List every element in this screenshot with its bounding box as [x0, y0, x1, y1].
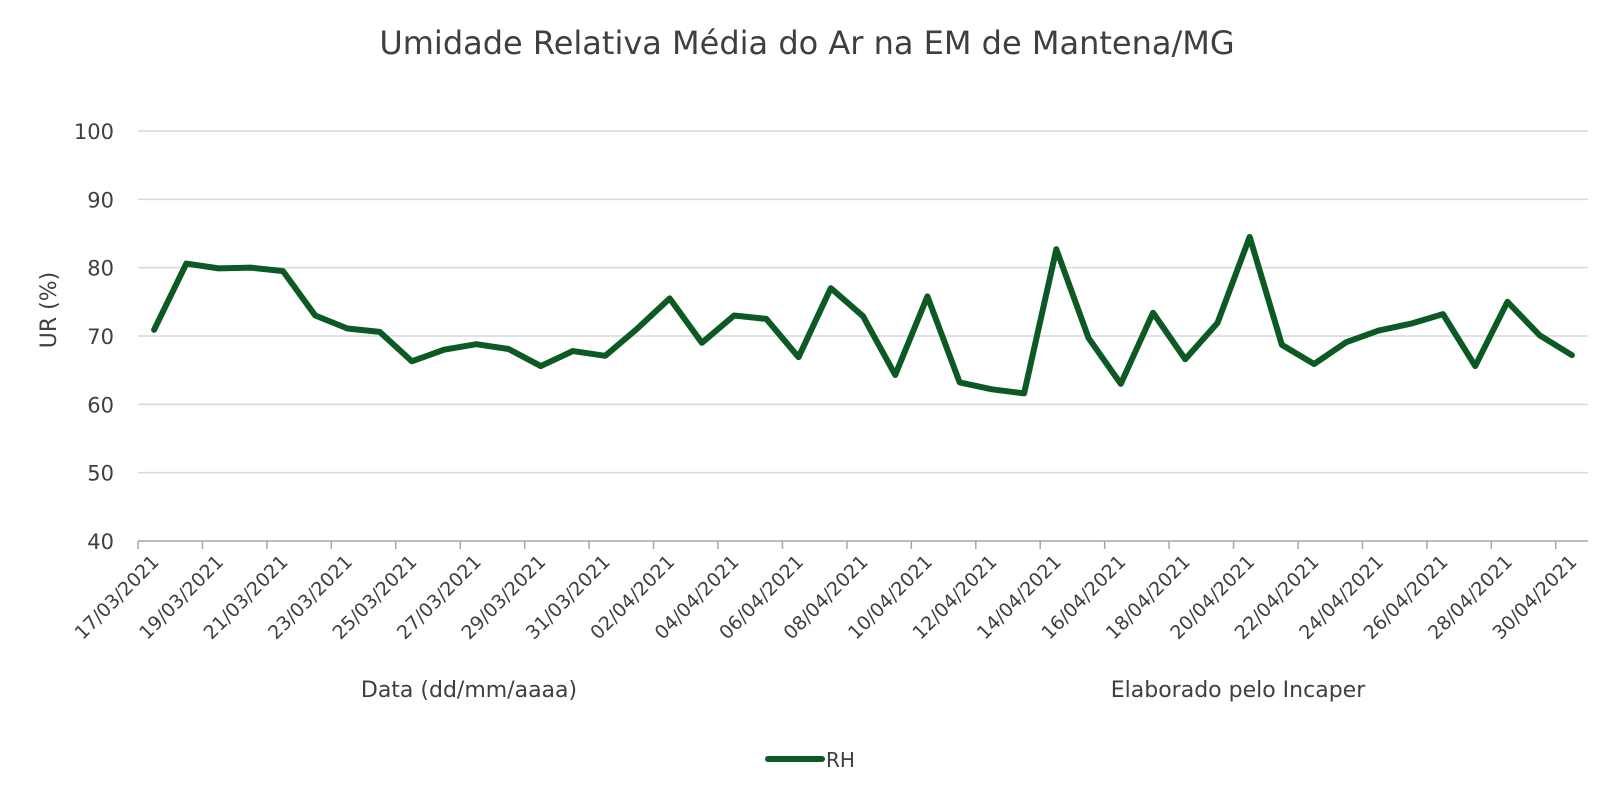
data-point — [1086, 335, 1092, 341]
legend: RH — [765, 748, 855, 772]
data-point — [1182, 356, 1188, 362]
data-point — [1279, 342, 1285, 348]
data-point — [602, 353, 608, 359]
x-axis-title: Data (dd/mm/aaaa) — [361, 678, 577, 703]
data-point — [1472, 363, 1478, 369]
y-axis: 40 50 60 70 80 90 100 — [74, 120, 114, 554]
series-layer — [151, 233, 1575, 397]
data-point — [441, 347, 447, 353]
y-tick-label: 90 — [87, 188, 114, 212]
y-tick-label: 70 — [87, 325, 114, 349]
chart-title: Umidade Relativa Média do Ar na EM de Ma… — [379, 24, 1234, 62]
data-point — [538, 363, 544, 369]
data-point — [1376, 328, 1382, 334]
x-axis: 17/03/202119/03/202121/03/202123/03/2021… — [71, 540, 1588, 644]
y-tick-label: 100 — [74, 120, 114, 144]
data-point — [409, 358, 415, 364]
data-point — [1247, 234, 1253, 240]
data-point — [1504, 299, 1510, 305]
data-point — [1569, 352, 1575, 358]
data-point — [924, 293, 930, 299]
data-point — [699, 340, 705, 346]
data-point — [216, 265, 222, 271]
data-point — [1118, 381, 1124, 387]
y-axis-title: UR (%) — [37, 272, 62, 348]
data-point — [506, 346, 512, 352]
legend-label-rh: RH — [826, 748, 855, 772]
data-point — [151, 327, 157, 333]
data-point — [1311, 361, 1317, 367]
gridlines — [138, 130, 1588, 474]
data-point — [248, 265, 254, 271]
data-point — [312, 313, 318, 319]
data-point — [634, 325, 640, 331]
series-line-rh — [151, 233, 1575, 397]
data-point — [377, 329, 383, 335]
data-point — [892, 372, 898, 378]
data-point — [828, 285, 834, 291]
data-point — [473, 341, 479, 347]
y-tick-label: 40 — [87, 530, 114, 554]
data-point — [280, 268, 286, 274]
data-point — [989, 386, 995, 392]
data-point — [957, 379, 963, 385]
data-point — [344, 325, 350, 331]
data-point — [183, 261, 189, 267]
data-point — [1537, 332, 1543, 338]
data-point — [763, 316, 769, 322]
data-point — [731, 313, 737, 319]
data-point — [1408, 321, 1414, 327]
data-point — [1021, 390, 1027, 396]
data-point — [1343, 339, 1349, 345]
data-point — [796, 354, 802, 360]
data-point — [1214, 320, 1220, 326]
y-tick-label: 60 — [87, 393, 114, 417]
data-point — [667, 295, 673, 301]
y-tick-label: 50 — [87, 462, 114, 486]
data-point — [570, 348, 576, 354]
data-point — [1150, 310, 1156, 316]
data-point — [1053, 246, 1059, 252]
y-tick-label: 80 — [87, 257, 114, 281]
data-point — [860, 313, 866, 319]
data-point — [1440, 311, 1446, 317]
source-note: Elaborado pelo Incaper — [1111, 678, 1366, 703]
